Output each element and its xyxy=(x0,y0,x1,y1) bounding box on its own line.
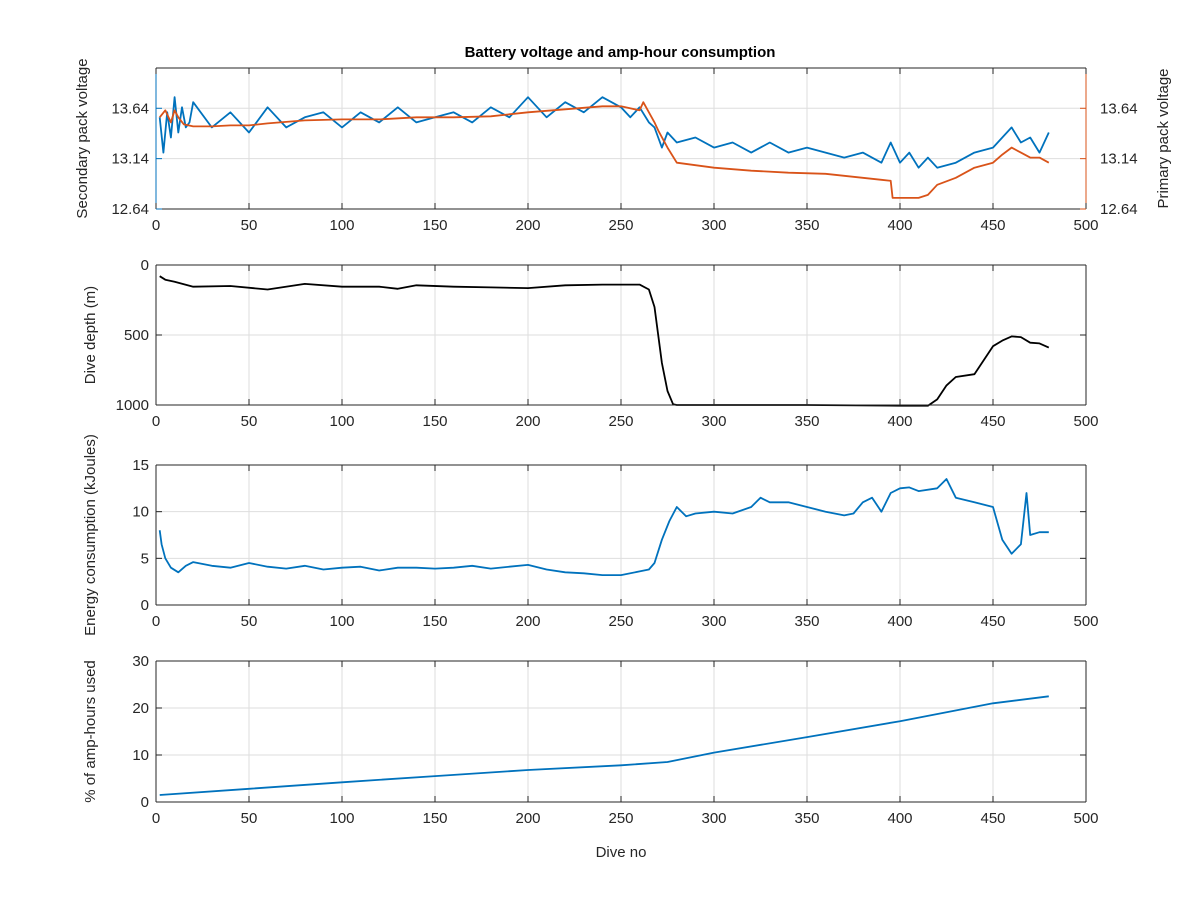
voltage-x-tick-label: 100 xyxy=(329,217,354,234)
energy-x-tick-label: 100 xyxy=(329,613,354,630)
voltage-y-axis-label: Secondary pack voltage xyxy=(74,58,91,218)
depth-x-tick-label: 0 xyxy=(152,413,160,430)
energy-x-tick-label: 350 xyxy=(794,613,819,630)
voltage-y-right-tick-label: 12.64 xyxy=(1100,201,1138,218)
amp-hours-x-tick-label: 0 xyxy=(152,810,160,827)
voltage-y-right-tick-label: 13.64 xyxy=(1100,100,1138,117)
amp-hours-x-tick-label: 250 xyxy=(608,810,633,827)
voltage-x-tick-label: 50 xyxy=(241,217,258,234)
energy-x-tick-label: 400 xyxy=(887,613,912,630)
depth-y-tick-label: 0 xyxy=(141,257,149,274)
energy-x-tick-label: 0 xyxy=(152,613,160,630)
dive-depth-line xyxy=(159,275,1050,407)
depth-x-tick-label: 200 xyxy=(515,413,540,430)
voltage-y-tick-label: 13.64 xyxy=(111,100,149,117)
amp-hours-x-axis-label: Dive no xyxy=(596,844,647,861)
depth-panel: 0 50 100 150 200 250 300 350 400 450 500 0 500 1000 Di… xyxy=(82,257,1099,430)
voltage-x-tick-label: 500 xyxy=(1073,217,1098,234)
amp-hours-x-tick-label: 150 xyxy=(422,810,447,827)
depth-x-tick-label: 300 xyxy=(701,413,726,430)
amp-hours-y-axis-label: % of amp-hours used xyxy=(82,660,99,803)
secondary-voltage-line xyxy=(158,96,1050,169)
energy-x-tick-label: 50 xyxy=(241,613,258,630)
energy-x-tick-label: 300 xyxy=(701,613,726,630)
amp-hours-y-tick-label: 20 xyxy=(132,700,149,717)
depth-y-tick-label: 500 xyxy=(124,327,149,344)
voltage-x-tick-label: 0 xyxy=(152,217,160,234)
energy-y-tick-label: 10 xyxy=(132,504,149,521)
amp-hours-line xyxy=(159,695,1049,796)
depth-x-tick-label: 50 xyxy=(241,413,258,430)
voltage-y-right-tick-label: 13.14 xyxy=(1100,151,1138,168)
voltage-x-tick-label: 400 xyxy=(887,217,912,234)
voltage-panel: 0 50 100 150 200 250 300 350 400 450 50012.6413.14… xyxy=(74,58,1172,234)
voltage-x-tick-label: 200 xyxy=(515,217,540,234)
depth-y-axis-label: Dive depth (m) xyxy=(82,286,99,384)
energy-y-tick-label: 5 xyxy=(141,550,149,567)
amp-hours-x-tick-label: 100 xyxy=(329,810,354,827)
voltage-y-tick-label: 12.64 xyxy=(111,201,149,218)
amp-hours-x-tick-label: 400 xyxy=(887,810,912,827)
voltage-x-tick-label: 300 xyxy=(701,217,726,234)
amp-hours-y-tick-label: 0 xyxy=(141,794,149,811)
depth-x-tick-label: 100 xyxy=(329,413,354,430)
amp-hours-x-tick-label: 200 xyxy=(515,810,540,827)
voltage-y-right-axis-label: Primary pack voltage xyxy=(1155,68,1172,208)
amp-hours-x-tick-label: 300 xyxy=(701,810,726,827)
chart-title: Battery voltage and amp-hour consumption xyxy=(465,44,776,61)
amp-hours-y-tick-label: 30 xyxy=(132,653,149,670)
depth-x-tick-label: 400 xyxy=(887,413,912,430)
voltage-x-tick-label: 250 xyxy=(608,217,633,234)
energy-consumption-line xyxy=(158,478,1049,576)
depth-x-tick-label: 500 xyxy=(1073,413,1098,430)
amp-hours-x-tick-label: 500 xyxy=(1073,810,1098,827)
voltage-x-tick-label: 150 xyxy=(422,217,447,234)
amp-hours-panel: 0 50 100 150 200 250 300 350 400 450 500 0 10 20 30 % o… xyxy=(82,653,1099,861)
voltage-y-tick-label: 13.14 xyxy=(111,151,149,168)
energy-y-tick-label: 0 xyxy=(141,597,149,614)
energy-panel: 0 50 100 150 200 250 300 350 400 450 500 0 5 10 15 Ener… xyxy=(82,434,1099,636)
voltage-x-tick-label: 350 xyxy=(794,217,819,234)
energy-y-tick-label: 15 xyxy=(132,457,149,474)
energy-x-tick-label: 450 xyxy=(980,613,1005,630)
amp-hours-x-tick-label: 450 xyxy=(980,810,1005,827)
amp-hours-y-tick-label: 10 xyxy=(132,747,149,764)
depth-y-tick-label: 1000 xyxy=(116,397,149,414)
energy-x-tick-label: 200 xyxy=(515,613,540,630)
energy-x-tick-label: 250 xyxy=(608,613,633,630)
depth-x-tick-label: 150 xyxy=(422,413,447,430)
energy-x-tick-label: 150 xyxy=(422,613,447,630)
voltage-x-tick-label: 450 xyxy=(980,217,1005,234)
primary-voltage-line xyxy=(158,101,1050,199)
depth-x-tick-label: 350 xyxy=(794,413,819,430)
energy-y-axis-label: Energy consumption (kJoules) xyxy=(82,434,99,636)
depth-x-tick-label: 450 xyxy=(980,413,1005,430)
amp-hours-x-tick-label: 350 xyxy=(794,810,819,827)
depth-x-tick-label: 250 xyxy=(608,413,633,430)
amp-hours-x-tick-label: 50 xyxy=(241,810,258,827)
energy-x-tick-label: 500 xyxy=(1073,613,1098,630)
